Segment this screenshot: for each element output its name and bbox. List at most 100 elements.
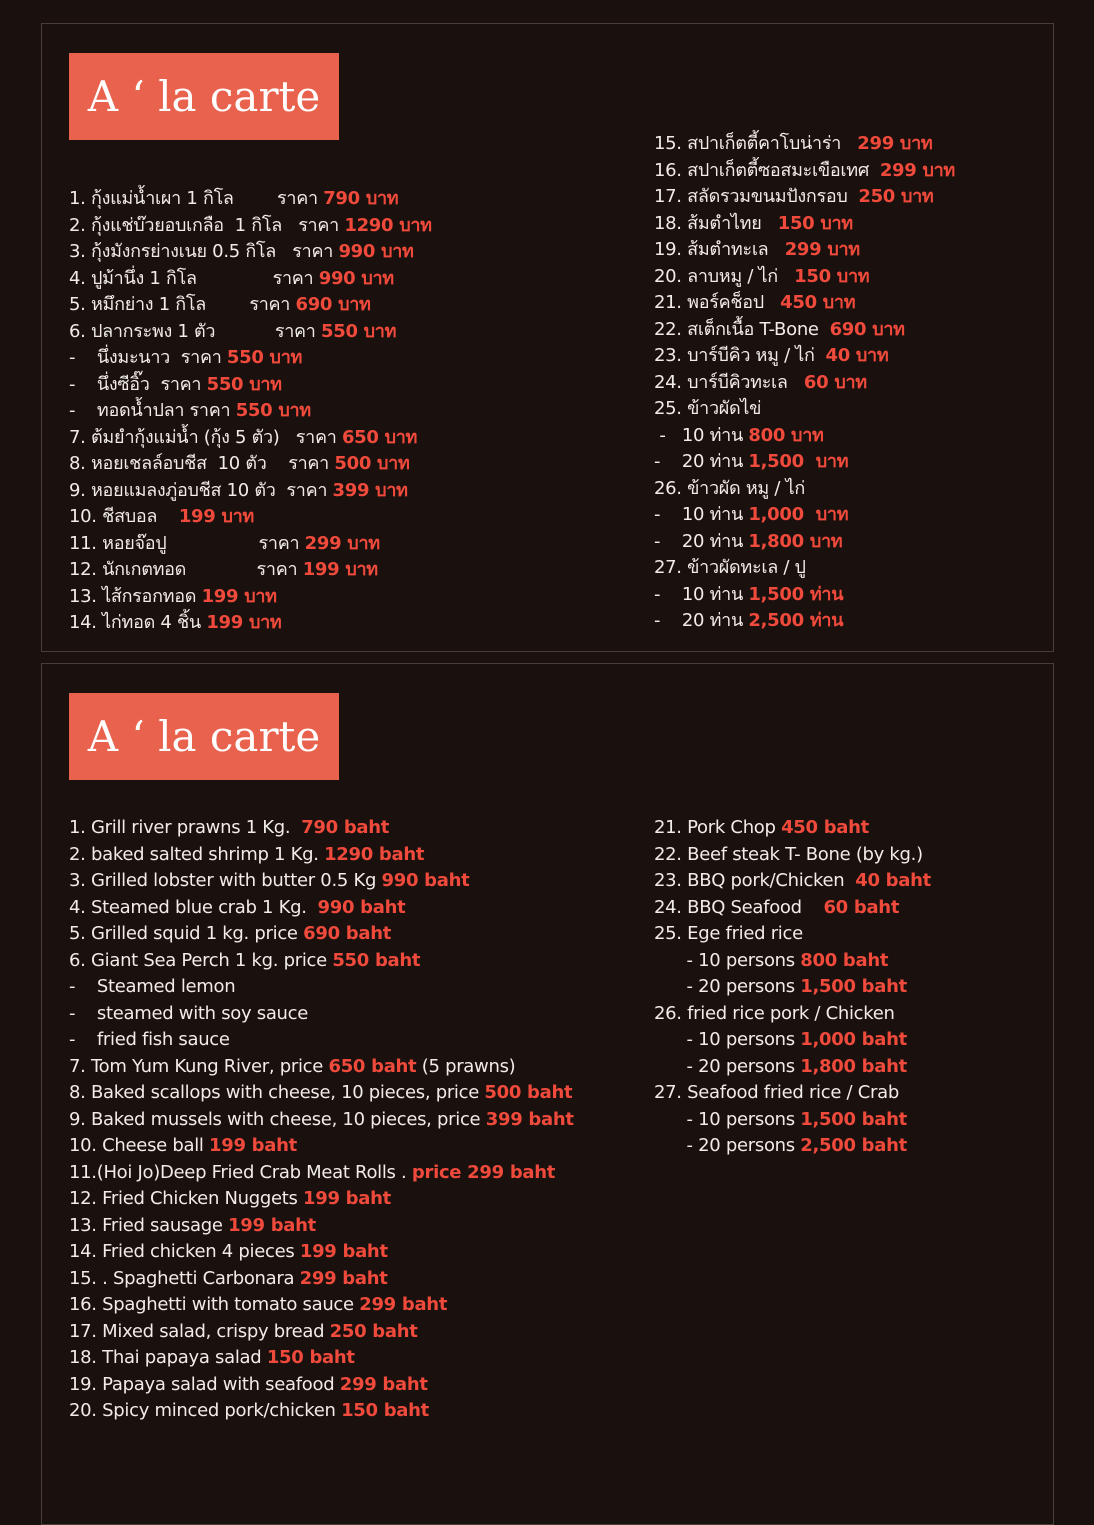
menu-item: 19. ส้มตำทะเล 299 บาท	[654, 237, 955, 264]
item-name: 2. กุ้งแช่บ๊วยอบเกลือ 1 กิโล ราคา	[69, 214, 345, 236]
item-name: - 20 persons	[654, 1135, 801, 1156]
menu-item: 7. ต้มยำกุ้งแม่น้ำ (กุ้ง 5 ตัว) ราคา 650…	[69, 425, 432, 452]
menu-item: 27. ข้าวผัดทะเล / ปู	[654, 555, 955, 582]
item-price: 650 baht	[328, 1055, 417, 1077]
menu-item: 5. หมึกย่าง 1 กิโล ราคา 690 บาท	[69, 292, 432, 319]
item-price: 299 บาท	[304, 532, 380, 554]
item-name: 8. Baked scallops with cheese, 10 pieces…	[69, 1082, 485, 1103]
item-price: 1,500 baht	[800, 976, 907, 997]
item-name: 21. Pork Chop	[654, 817, 782, 838]
item-name: - 10 persons	[654, 1108, 801, 1130]
item-name: 6. ปลากระพง 1 ตัว ราคา	[69, 320, 322, 342]
menu-item: 9. Baked mussels with cheese, 10 pieces,…	[69, 1107, 574, 1134]
menu-item: 13. Fried sausage 199 baht	[69, 1213, 574, 1240]
menu-item: 21. Pork Chop 450 baht	[654, 815, 931, 842]
item-price: price 299 baht	[411, 1161, 556, 1183]
item-price: 1,800 baht	[800, 1055, 907, 1077]
menu-item: 23. BBQ pork/Chicken 40 baht	[654, 868, 931, 895]
item-name: 23. BBQ pork/Chicken	[654, 870, 856, 891]
menu-item: 11.(Hoi Jo)Deep Fried Crab Meat Rolls . …	[69, 1160, 574, 1187]
item-name: 5. Grilled squid 1 kg. price	[69, 923, 304, 944]
menu-item: - fried fish sauce	[69, 1027, 574, 1054]
item-price: 299 baht	[359, 1294, 448, 1315]
item-name: - 20 ท่าน	[654, 530, 749, 552]
item-price: 40 บาท	[825, 345, 889, 366]
item-name: 19. ส้มตำทะเล	[654, 239, 785, 260]
menu-item: 18. Thai papaya salad 150 baht	[69, 1345, 574, 1372]
item-price: 250 บาท	[858, 186, 934, 207]
menu-item: 2. baked salted shrimp 1 Kg. 1290 baht	[69, 842, 574, 869]
item-price: 299 บาท	[784, 239, 860, 260]
item-price: 1,500 baht	[800, 1108, 907, 1130]
item-name: 17. สลัดรวมขนมปังกรอบ	[654, 186, 859, 207]
item-name: - steamed with soy sauce	[69, 1002, 309, 1024]
item-price: 690 บาท	[295, 294, 371, 315]
menu-item: - นึ่งมะนาว ราคา 550 บาท	[69, 345, 432, 372]
item-price: 299 บาท	[879, 159, 955, 181]
menu-item: 5. Grilled squid 1 kg. price 690 baht	[69, 921, 574, 948]
item-name: 22. Beef steak T- Bone (by kg.)	[654, 843, 923, 865]
menu-item: 13. ไส้กรอกทอด 199 บาท	[69, 584, 432, 611]
menu-item: 2. กุ้งแช่บ๊วยอบเกลือ 1 กิโล ราคา 1290 บ…	[69, 213, 432, 240]
item-name: 17. Mixed salad, crispy bread	[69, 1320, 330, 1342]
item-name: - Steamed lemon	[69, 976, 236, 997]
menu-item: 11. หอยจ๊อปู ราคา 299 บาท	[69, 531, 432, 558]
menu-item: 10. ชีสบอล 199 บาท	[69, 504, 432, 531]
item-price: 299 baht	[299, 1267, 388, 1289]
item-price: 550 บาท	[321, 320, 397, 342]
item-name: 25. Ege fried rice	[654, 923, 803, 944]
item-price: 800 บาท	[748, 424, 824, 446]
item-price: 399 บาท	[332, 479, 408, 501]
item-price: 550 บาท	[206, 373, 282, 395]
menu-item: - 10 ท่าน 1,000 บาท	[654, 502, 955, 529]
menu-item: 25. Ege fried rice	[654, 921, 931, 948]
item-price: 1290 baht	[324, 843, 425, 865]
item-price: 2,500 ท่าน	[748, 610, 844, 631]
item-name: - 10 ท่าน	[654, 424, 749, 446]
menu-item: 4. ปูม้านึ่ง 1 กิโล ราคา 990 บาท	[69, 266, 432, 293]
item-price: 790 baht	[301, 817, 390, 838]
item-name: 20. Spicy minced pork/chicken	[69, 1400, 342, 1421]
item-name: - 10 persons	[654, 1029, 801, 1050]
item-name: 20. ลาบหมู / ไก่	[654, 265, 795, 287]
item-name: 5. หมึกย่าง 1 กิโล ราคา	[69, 294, 296, 315]
menu-item: - นึ่งซีอิ๊ว ราคา 550 บาท	[69, 372, 432, 399]
menu-item: 8. หอยเชลล์อบชีส 10 ตัว ราคา 500 บาท	[69, 451, 432, 478]
english-left-column: 1. Grill river prawns 1 Kg. 790 baht 2. b…	[69, 815, 574, 1425]
item-name: 4. ปูม้านึ่ง 1 กิโล ราคา	[69, 267, 319, 289]
menu-item: 26. ข้าวผัด หมู / ไก่	[654, 476, 955, 503]
menu-item: 17. สลัดรวมขนมปังกรอบ 250 บาท	[654, 184, 955, 211]
item-price: 550 บาท	[235, 400, 311, 421]
item-name: 3. Grilled lobster with butter 0.5 Kg	[69, 870, 382, 891]
thai-menu-panel: A ‘ la carte 1. กุ้งแม่น้ำเผา 1 กิโล ราค…	[41, 23, 1054, 652]
menu-item: - 10 ท่าน 1,500 ท่าน	[654, 582, 955, 609]
item-name: - 10 ท่าน	[654, 583, 749, 605]
item-name: 12. Fried Chicken Nuggets	[69, 1188, 304, 1209]
menu-item: - 20 ท่าน 1,800 บาท	[654, 529, 955, 556]
item-price: 199 บาท	[206, 612, 282, 633]
menu-item: 8. Baked scallops with cheese, 10 pieces…	[69, 1080, 574, 1107]
item-name: 13. ไส้กรอกทอด	[69, 585, 202, 607]
menu-item: 16. สปาเก็ตตี้ซอสมะเขือเทศ 299 บาท	[654, 158, 955, 185]
menu-item: 22. สเต็กเนื้อ T-Bone 690 บาท	[654, 317, 955, 344]
menu-item: 21. พอร์คช็อป 450 บาท	[654, 290, 955, 317]
item-name: 8. หอยเชลล์อบชีส 10 ตัว ราคา	[69, 453, 335, 474]
item-price: 450 บาท	[780, 292, 856, 313]
item-name: - fried fish sauce	[69, 1029, 230, 1050]
item-price: 299 baht	[339, 1373, 428, 1395]
item-name: 19. Papaya salad with seafood	[69, 1373, 340, 1395]
item-name: - 20 persons	[654, 1055, 801, 1077]
menu-item: 9. หอยแมลงภู่อบชีส 10 ตัว ราคา 399 บาท	[69, 478, 432, 505]
item-price: 1,800 บาท	[748, 530, 843, 552]
item-name: 11. หอยจ๊อปู ราคา	[69, 532, 305, 554]
menu-item: 24. BBQ Seafood 60 baht	[654, 895, 931, 922]
menu-item: 10. Cheese ball 199 baht	[69, 1133, 574, 1160]
item-name: - 20 persons	[654, 976, 801, 997]
item-name: 16. Spaghetti with tomato sauce	[69, 1294, 360, 1315]
item-name: 23. บาร์บีคิว หมู / ไก่	[654, 345, 826, 366]
menu-item: 25. ข้าวผัดไข่	[654, 396, 955, 423]
menu-item: - 20 ท่าน 2,500 ท่าน	[654, 608, 955, 635]
menu-item: 12. Fried Chicken Nuggets 199 baht	[69, 1186, 574, 1213]
english-right-column: 21. Pork Chop 450 baht 22. Beef steak T- …	[654, 815, 931, 1160]
item-price: 199 บาท	[302, 559, 378, 580]
